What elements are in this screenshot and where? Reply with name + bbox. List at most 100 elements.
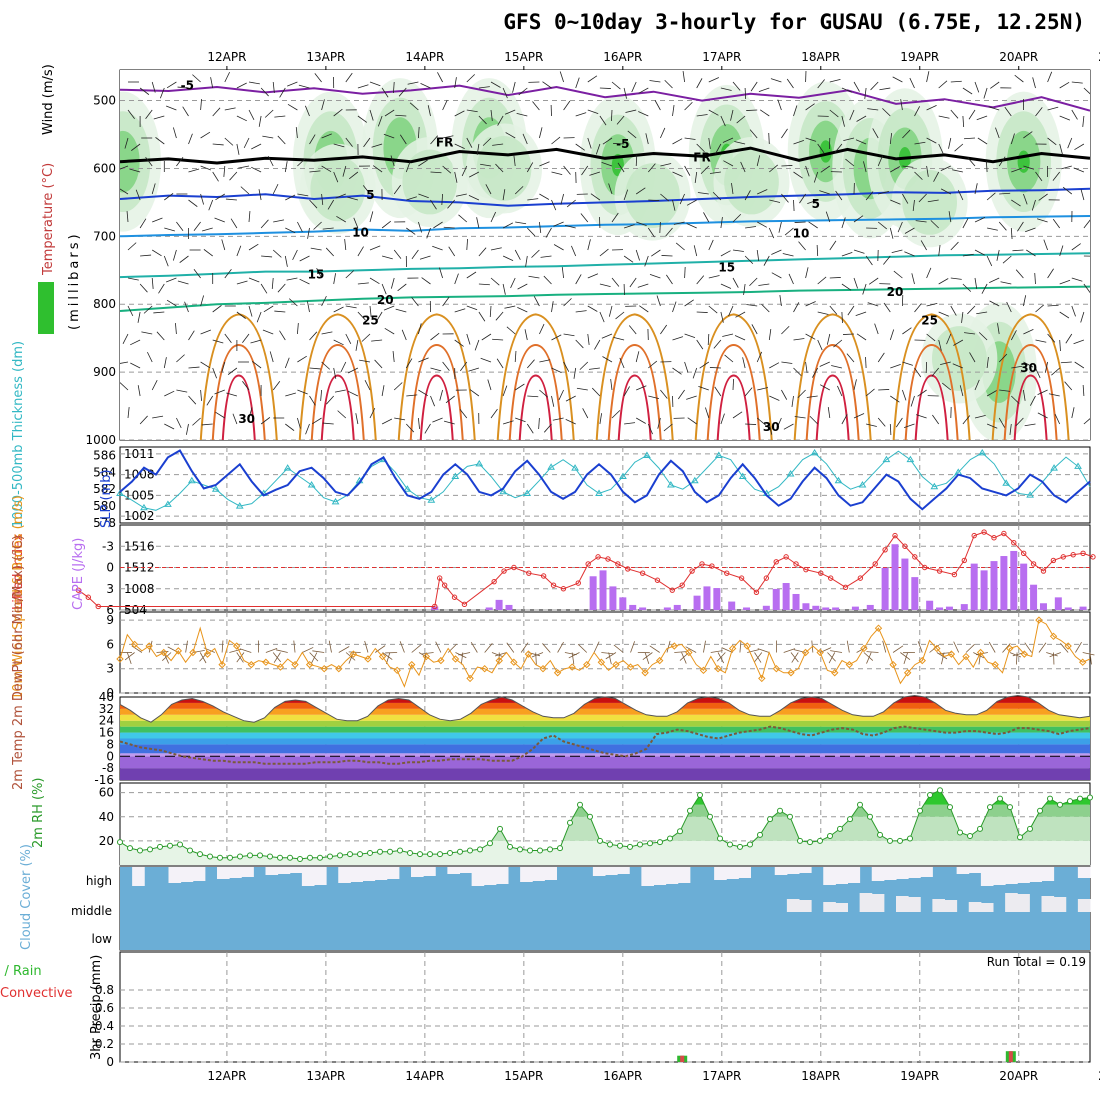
- wind-barb-10m: [1046, 652, 1058, 657]
- wind-barb: [1071, 407, 1075, 419]
- wind-tick-label: 3: [106, 662, 114, 676]
- rh2m-point: [677, 828, 683, 835]
- cloud-high-gap: [168, 867, 182, 883]
- wind-barb: [518, 87, 528, 96]
- cloud-high-gap: [217, 867, 230, 879]
- li-point: [827, 575, 834, 581]
- wind-barb: [1061, 165, 1072, 170]
- wind-barb: [952, 363, 964, 369]
- wind-barb: [221, 239, 226, 251]
- wind-barb: [950, 277, 962, 280]
- wind-speed-point: [320, 664, 328, 673]
- li-point: [639, 570, 646, 576]
- li-point: [540, 573, 547, 579]
- wind-barb: [768, 423, 773, 435]
- isotherm-35-loop: [716, 374, 751, 440]
- wind-barb: [139, 283, 148, 293]
- wind-barb: [781, 361, 793, 364]
- rh2m-point: [257, 852, 263, 859]
- rh2m-point: [157, 843, 163, 850]
- wind-barb: [999, 389, 1011, 392]
- cape-bar: [926, 600, 934, 610]
- wind-barb: [756, 417, 766, 426]
- wind-barb-10m: [458, 652, 471, 656]
- wind-barb: [637, 283, 649, 288]
- wind-barb: [251, 166, 262, 173]
- wind-barb: [608, 183, 613, 195]
- cloud-middle-gap: [896, 896, 909, 912]
- rh2m-point: [347, 851, 353, 858]
- wind-barb: [672, 105, 675, 117]
- wind-barb: [176, 389, 188, 393]
- wind-barb: [369, 211, 374, 223]
- wind-barb: [805, 103, 815, 111]
- wind-barb: [868, 277, 879, 285]
- wind-barb: [551, 301, 554, 313]
- wind-barb: [202, 227, 213, 232]
- cloud-middle-gap: [799, 900, 812, 912]
- wind-barb: [226, 392, 238, 397]
- isotherm-15: [120, 252, 1090, 279]
- cape-bar: [713, 588, 721, 610]
- wind-barb: [1023, 165, 1035, 170]
- wind-barb-10m: [866, 652, 872, 664]
- wind-barb: [974, 216, 986, 223]
- wind-speed-point: [451, 655, 460, 663]
- wind-barb: [938, 245, 941, 257]
- wind-barb: [793, 367, 802, 377]
- wind-barb: [566, 199, 576, 208]
- cloud-high-gap: [786, 867, 800, 874]
- li-point: [857, 575, 864, 581]
- rh2m-point: [797, 837, 803, 844]
- wind-barb: [768, 132, 770, 145]
- wind-barb: [347, 390, 359, 397]
- wind-barb: [914, 171, 923, 180]
- wind-barb-10m: [491, 652, 504, 658]
- wind-barb-10m: [892, 645, 904, 653]
- wind-barb: [502, 255, 514, 262]
- wind-barb: [853, 413, 865, 419]
- wind-barb: [986, 423, 998, 429]
- wind-barb: [126, 211, 129, 223]
- wind-barb: [732, 378, 734, 391]
- wind-barb: [284, 255, 288, 267]
- wind-speed-point: [903, 669, 912, 677]
- wind-speed-point: [728, 644, 737, 653]
- li-point: [1040, 568, 1047, 574]
- cloud-middle-gap: [823, 902, 836, 912]
- contour-label: 15: [308, 267, 325, 281]
- wind-barb: [522, 133, 528, 145]
- wind-barb: [877, 221, 888, 230]
- convective-label: Convective: [0, 986, 73, 1001]
- wind-barb: [297, 158, 306, 167]
- wind-barb: [660, 163, 672, 167]
- wind-barb-10m: [239, 648, 252, 653]
- wind-barb: [587, 239, 591, 251]
- date-label-top: 15APR: [504, 50, 543, 64]
- wind-speed-point: [291, 660, 299, 669]
- wind-barb: [418, 193, 429, 199]
- cape-bar: [1020, 563, 1028, 610]
- wind-barb: [406, 227, 416, 235]
- contour-label: FR: [436, 136, 453, 150]
- wind-barb-10m: [936, 652, 948, 660]
- wind-barb: [480, 163, 492, 167]
- wind-barb: [551, 136, 561, 145]
- contour-label: 30: [238, 412, 255, 426]
- cloud-high-gap: [411, 867, 424, 877]
- wind-barb: [411, 297, 419, 307]
- wind-barb-10m: [399, 641, 405, 653]
- wind-barb: [732, 81, 741, 91]
- wind-barb: [610, 379, 613, 391]
- wind-barb-10m: [830, 650, 843, 653]
- wind-speed-point: [976, 648, 985, 657]
- wind-barb: [1054, 413, 1061, 425]
- thickness-point: [810, 448, 819, 456]
- pressure-tick-label: 800: [93, 297, 116, 311]
- wind-barb: [545, 227, 552, 238]
- wind-barb: [779, 295, 782, 307]
- wind-barb: [932, 414, 940, 425]
- wind-barb: [524, 329, 528, 341]
- wind-barb: [1071, 277, 1083, 282]
- wind-barb: [954, 143, 964, 152]
